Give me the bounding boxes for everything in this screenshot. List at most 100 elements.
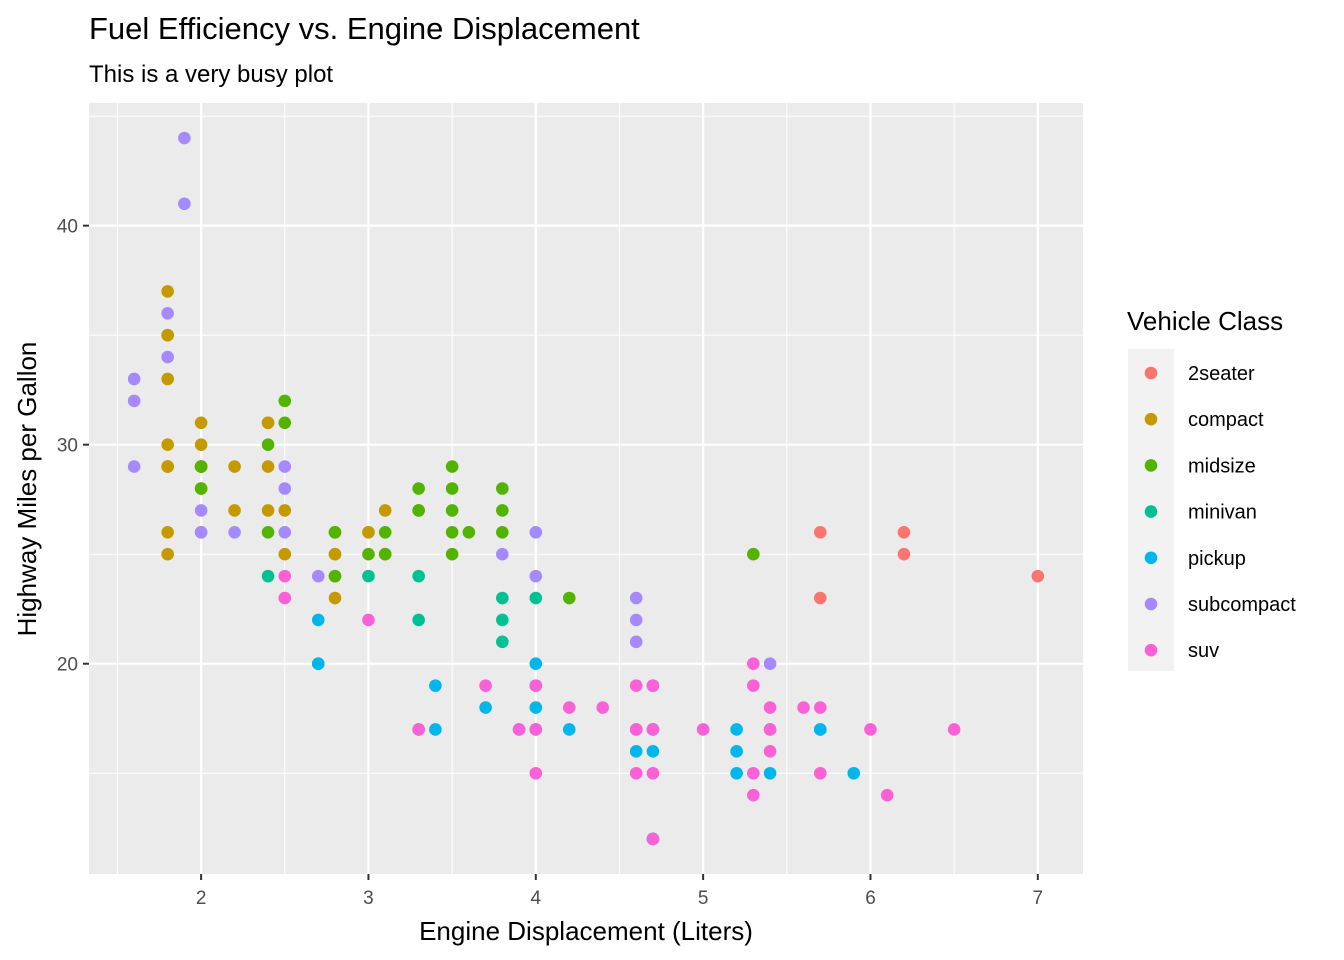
data-point-suv bbox=[629, 766, 643, 780]
data-point-suv bbox=[529, 766, 543, 780]
data-point-minivan bbox=[496, 613, 509, 627]
legend-key-pickup bbox=[1144, 551, 1158, 565]
data-point-midsize bbox=[445, 547, 459, 561]
x-tick-label: 3 bbox=[363, 888, 374, 909]
data-point-pickup bbox=[529, 657, 543, 671]
data-point-subcompact bbox=[127, 372, 141, 386]
x-tick-label: 5 bbox=[698, 888, 709, 909]
data-point-compact bbox=[362, 526, 375, 539]
data-point-suv bbox=[529, 679, 543, 692]
data-point-subcompact bbox=[529, 569, 543, 583]
data-point-compact bbox=[161, 328, 174, 342]
data-point-suv bbox=[813, 766, 827, 780]
chart-subtitle: This is a very busy plot bbox=[89, 61, 333, 88]
data-point-midsize bbox=[562, 591, 576, 605]
legend-key-minivan bbox=[1144, 505, 1158, 518]
data-point-compact bbox=[261, 416, 275, 430]
legend-key-compact bbox=[1144, 412, 1158, 426]
x-tick-label: 4 bbox=[531, 888, 542, 909]
data-point-midsize bbox=[328, 569, 342, 583]
data-point-suv bbox=[646, 766, 660, 780]
data-point-suv bbox=[512, 723, 526, 736]
data-point-minivan bbox=[412, 569, 425, 583]
data-point-pickup bbox=[311, 657, 325, 671]
data-point-midsize bbox=[194, 460, 208, 473]
data-point-compact bbox=[261, 504, 275, 517]
data-point-compact bbox=[194, 416, 208, 430]
data-point-pickup bbox=[646, 745, 660, 758]
data-point-suv bbox=[747, 679, 760, 692]
data-point-midsize bbox=[445, 482, 459, 495]
data-point-midsize bbox=[278, 394, 292, 408]
data-point-subcompact bbox=[161, 306, 174, 320]
legend-key-suv bbox=[1144, 643, 1158, 657]
data-point-subcompact bbox=[278, 460, 292, 473]
y-axis: 20 30 40 bbox=[57, 217, 89, 676]
data-point-midsize bbox=[328, 526, 342, 539]
data-point-compact bbox=[228, 504, 241, 517]
data-point-subcompact bbox=[278, 482, 292, 495]
data-point-subcompact bbox=[496, 547, 509, 561]
x-tick-label: 2 bbox=[196, 888, 207, 909]
data-point-compact bbox=[161, 547, 174, 561]
legend-key-2seater bbox=[1144, 366, 1158, 380]
data-point-minivan bbox=[362, 569, 375, 583]
data-point-2seater bbox=[813, 526, 827, 539]
data-point-suv bbox=[479, 679, 492, 692]
data-point-minivan bbox=[412, 613, 425, 627]
data-point-suv bbox=[646, 679, 660, 692]
x-axis: 2 3 4 5 6 7 bbox=[196, 874, 1043, 909]
data-point-compact bbox=[161, 460, 174, 473]
data-point-subcompact bbox=[194, 526, 208, 539]
data-point-suv bbox=[696, 723, 710, 736]
data-point-2seater bbox=[813, 591, 827, 605]
data-points bbox=[127, 131, 1045, 846]
data-point-suv bbox=[278, 591, 292, 605]
data-point-subcompact bbox=[178, 131, 191, 145]
data-point-compact bbox=[161, 526, 174, 539]
data-point-pickup bbox=[629, 745, 643, 758]
data-point-suv bbox=[646, 832, 660, 846]
data-point-compact bbox=[228, 460, 241, 473]
data-point-midsize bbox=[445, 460, 459, 473]
data-point-pickup bbox=[847, 766, 861, 780]
data-point-suv bbox=[813, 701, 827, 714]
x-axis-title: Engine Displacement (Liters) bbox=[419, 916, 753, 946]
data-point-subcompact bbox=[629, 613, 643, 627]
y-tick-label: 20 bbox=[57, 655, 78, 676]
data-point-midsize bbox=[412, 482, 425, 495]
data-point-suv bbox=[596, 701, 610, 714]
x-tick-label: 7 bbox=[1033, 888, 1044, 909]
data-point-suv bbox=[880, 788, 894, 802]
data-point-compact bbox=[278, 547, 292, 561]
y-axis-title: Highway Miles per Gallon bbox=[12, 342, 42, 637]
data-point-subcompact bbox=[529, 526, 543, 539]
data-point-2seater bbox=[897, 526, 911, 539]
chart-title: Fuel Efficiency vs. Engine Displacement bbox=[89, 11, 640, 46]
data-point-suv bbox=[747, 766, 760, 780]
data-point-midsize bbox=[362, 547, 375, 561]
legend-label-2seater: 2seater bbox=[1188, 363, 1255, 385]
data-point-midsize bbox=[747, 547, 760, 561]
data-point-compact bbox=[161, 372, 174, 386]
legend-label-subcompact: subcompact bbox=[1188, 594, 1296, 616]
legend-label-pickup: pickup bbox=[1188, 548, 1246, 570]
data-point-suv bbox=[763, 723, 777, 736]
legend-key-subcompact bbox=[1144, 597, 1158, 611]
data-point-midsize bbox=[496, 504, 509, 517]
data-point-midsize bbox=[445, 526, 459, 539]
data-point-suv bbox=[747, 657, 760, 671]
data-point-midsize bbox=[412, 504, 425, 517]
data-point-pickup bbox=[479, 701, 492, 714]
data-point-subcompact bbox=[629, 591, 643, 605]
legend-label-compact: compact bbox=[1188, 409, 1264, 431]
data-point-suv bbox=[278, 569, 292, 583]
data-point-compact bbox=[378, 504, 392, 517]
data-point-subcompact bbox=[629, 635, 643, 649]
major-gridlines bbox=[89, 103, 1083, 874]
data-point-suv bbox=[797, 701, 810, 714]
data-point-subcompact bbox=[763, 657, 777, 671]
data-point-suv bbox=[763, 701, 777, 714]
data-point-suv bbox=[412, 723, 425, 736]
data-point-suv bbox=[747, 788, 760, 802]
